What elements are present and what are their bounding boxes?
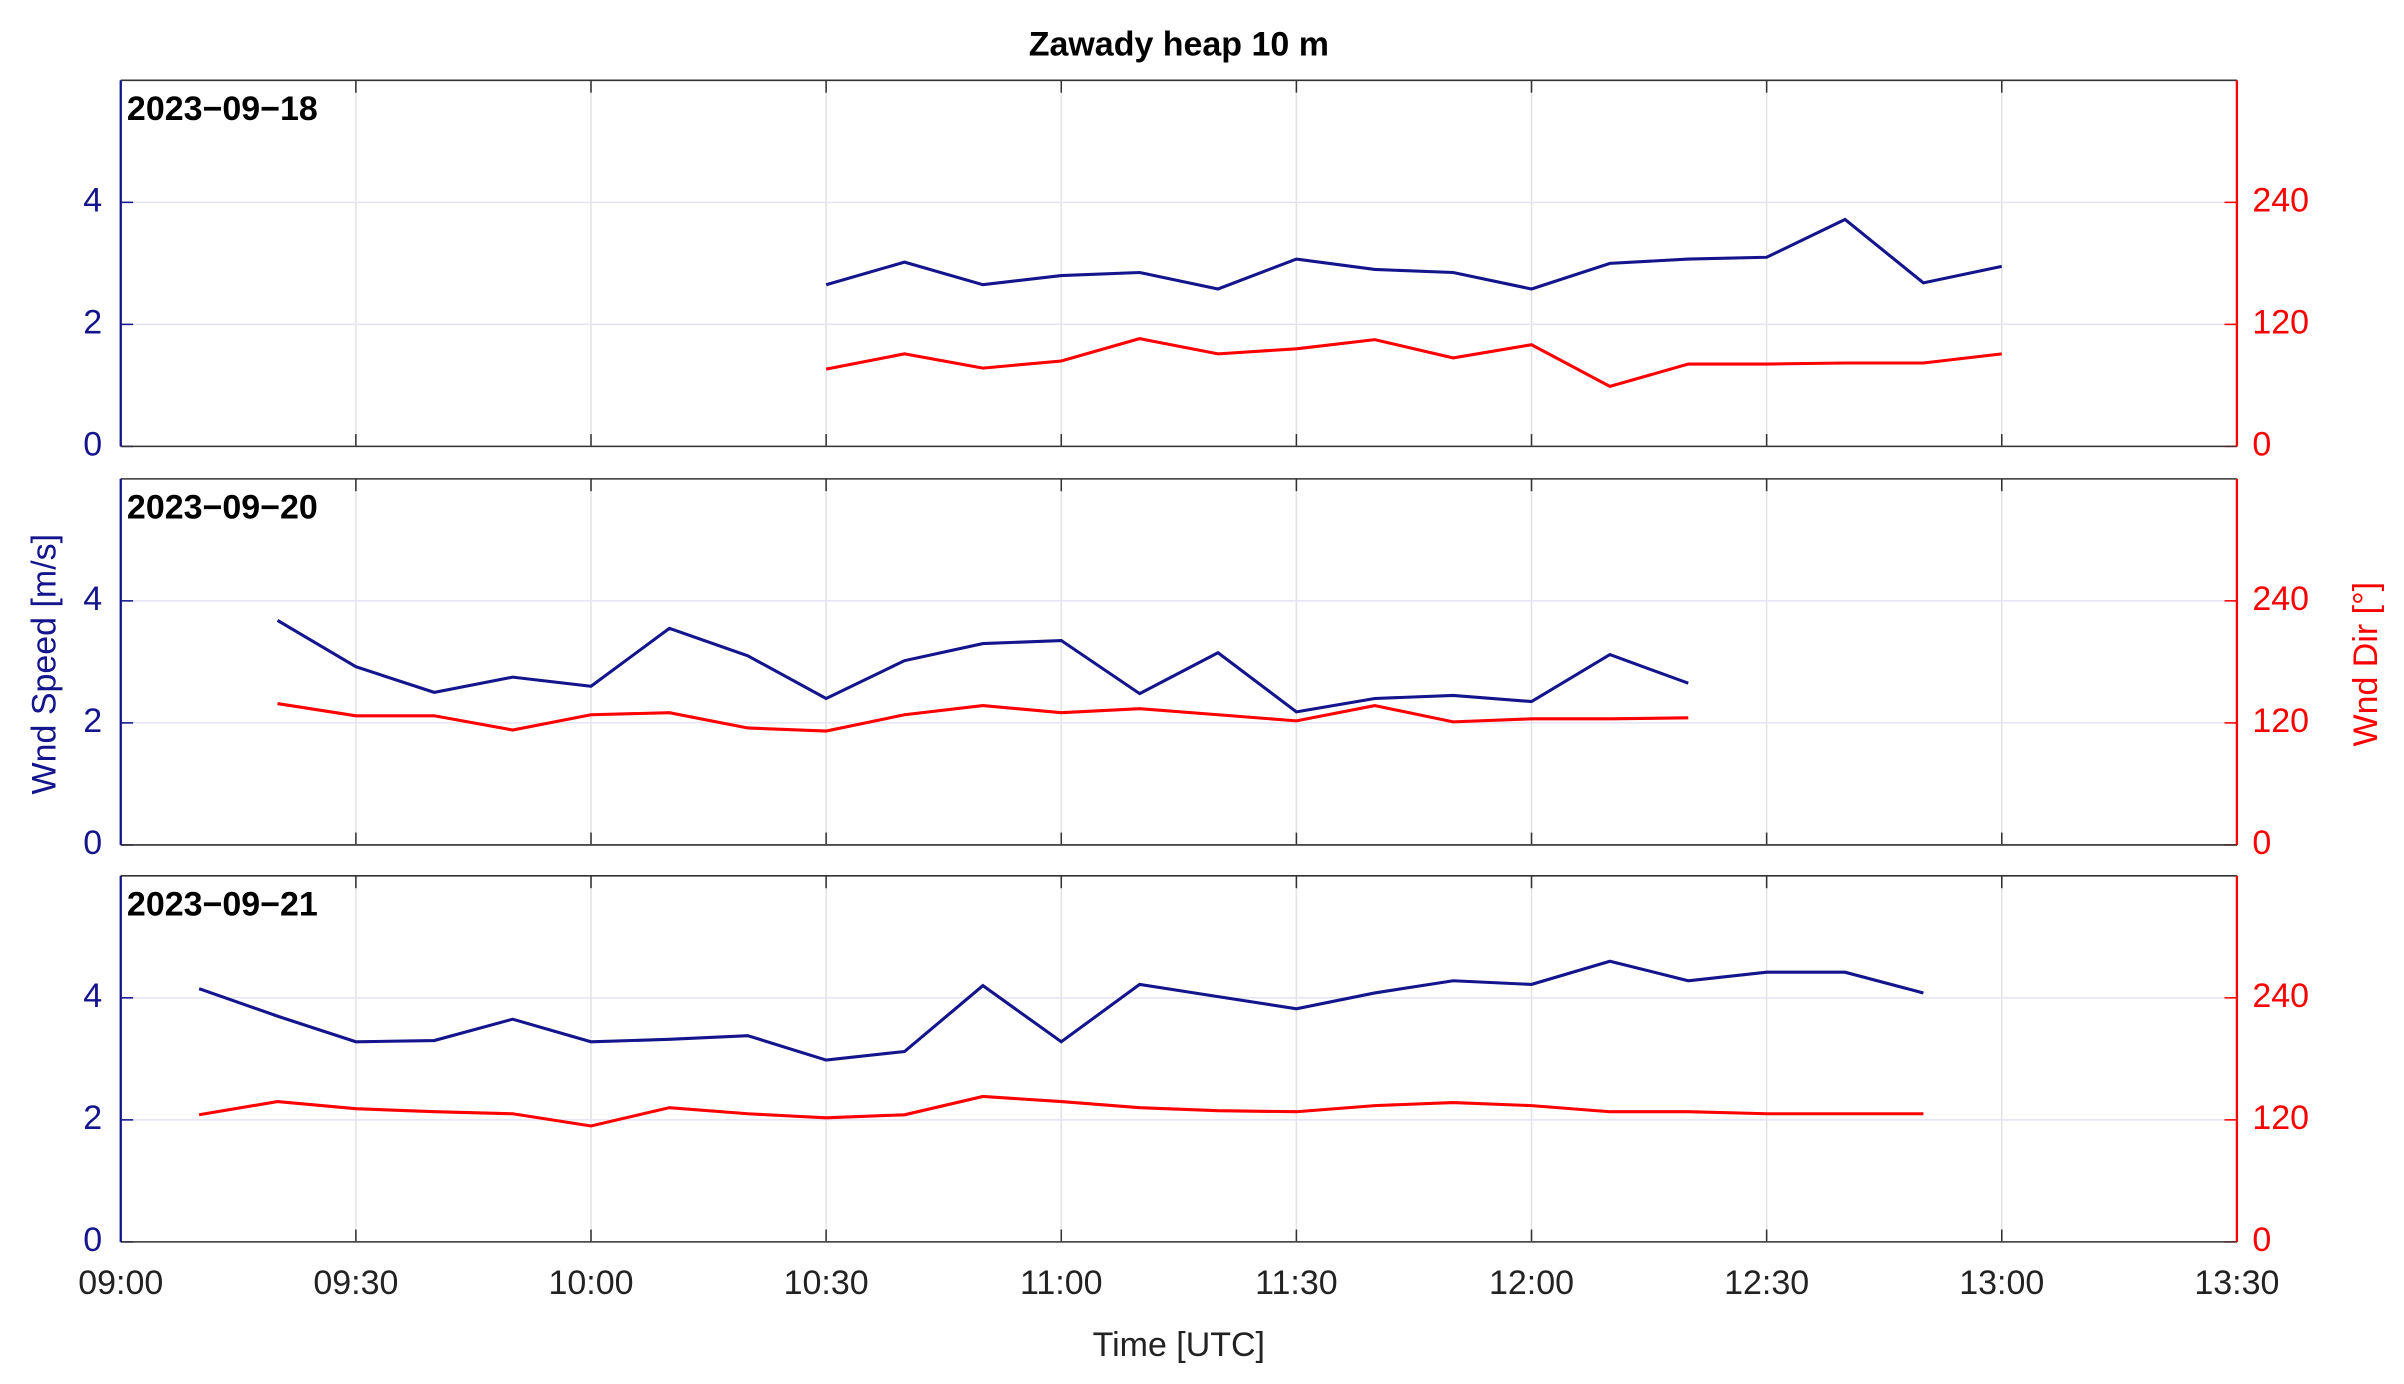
y-tick-label: 4 bbox=[83, 181, 102, 219]
x-tick-label: 11:30 bbox=[1255, 1264, 1337, 1302]
x-tick-label: 10:00 bbox=[549, 1264, 634, 1302]
x-tick-label: 10:30 bbox=[784, 1264, 869, 1302]
y2-tick-label: 0 bbox=[2252, 824, 2271, 862]
y-axis-label: Wnd Speed [m/s] bbox=[26, 534, 64, 795]
panel-label: 2023−09−20 bbox=[127, 489, 318, 527]
y-tick-label: 2 bbox=[83, 303, 102, 341]
data-line bbox=[198, 1094, 1924, 1128]
data-line bbox=[825, 337, 2002, 389]
y2-tick-label: 240 bbox=[2252, 580, 2309, 618]
x-tick-label: 09:30 bbox=[313, 1264, 398, 1302]
y-tick-label: 2 bbox=[83, 702, 102, 740]
y-tick-label: 0 bbox=[83, 1221, 102, 1259]
chart-title: Zawady heap 10 m bbox=[1029, 25, 1329, 63]
x-axis-label: Time [UTC] bbox=[1093, 1326, 1265, 1364]
x-tick-label: 12:30 bbox=[1724, 1264, 1809, 1302]
x-tick-label: 11:00 bbox=[1020, 1264, 1102, 1302]
y2-tick-label: 120 bbox=[2252, 702, 2309, 740]
data-line bbox=[825, 217, 2003, 291]
y2-tick-label: 120 bbox=[2252, 303, 2309, 341]
x-tick-label: 13:00 bbox=[1959, 1264, 2044, 1302]
data-line bbox=[277, 702, 1689, 733]
data-line bbox=[198, 959, 1924, 1062]
y2-tick-label: 0 bbox=[2252, 1221, 2271, 1259]
y-tick-label: 4 bbox=[83, 580, 102, 618]
y2-tick-label: 240 bbox=[2252, 181, 2309, 219]
y-tick-label: 4 bbox=[83, 977, 102, 1015]
y2-axis-label: Wnd Dir [°] bbox=[2347, 582, 2385, 747]
x-tick-label: 12:00 bbox=[1489, 1264, 1574, 1302]
x-tick-label: 13:30 bbox=[2194, 1264, 2279, 1302]
x-tick-label: 09:00 bbox=[78, 1264, 163, 1302]
data-line bbox=[276, 619, 1689, 714]
y-tick-label: 0 bbox=[83, 824, 102, 862]
y2-tick-label: 120 bbox=[2252, 1099, 2309, 1137]
panel-label: 2023−09−18 bbox=[127, 90, 318, 128]
y-tick-label: 2 bbox=[83, 1099, 102, 1137]
y-tick-label: 0 bbox=[83, 425, 102, 463]
y2-tick-label: 0 bbox=[2252, 425, 2271, 463]
panel-label: 2023−09−21 bbox=[127, 886, 318, 924]
y2-tick-label: 240 bbox=[2252, 977, 2309, 1015]
